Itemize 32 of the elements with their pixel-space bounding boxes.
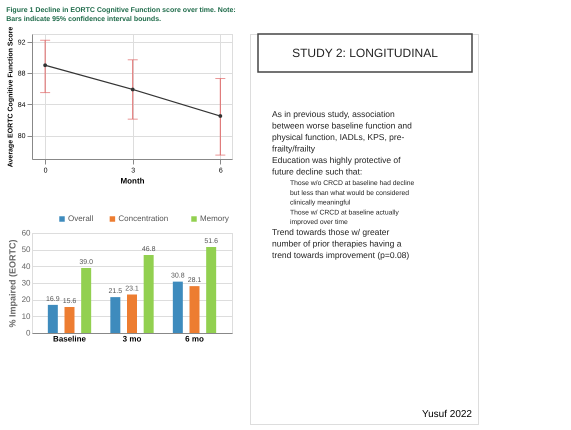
x-axis-title: Month — [120, 176, 145, 186]
bar — [81, 268, 92, 333]
text: Yusuf 2022 — [422, 409, 472, 420]
text: As in previous study, association between worse baseline function and physical function, IADLs, KPS, pre-frailty/frailty — [272, 109, 412, 154]
y-tick-label: 20 — [22, 295, 32, 304]
legend-label: Overall — [68, 214, 94, 223]
x-tick-label: 6 mo — [185, 334, 204, 344]
bar — [110, 297, 120, 333]
point — [130, 88, 135, 92]
bar — [206, 247, 216, 333]
bar — [172, 282, 183, 333]
bar — [127, 294, 137, 333]
point — [218, 114, 222, 118]
text: Education was highly protective of future decline such that: — [272, 155, 402, 176]
y-tick-label: 30 — [22, 278, 32, 288]
bar — [48, 304, 58, 333]
point — [43, 63, 48, 68]
bar — [144, 255, 154, 333]
y-tick-label: 50 — [22, 245, 32, 254]
y-tick-label: 0 — [26, 328, 32, 338]
x-tick-label: Baseline — [53, 334, 87, 344]
y-tick-label: 60 — [22, 228, 32, 238]
y-tick-label: 40 — [22, 262, 32, 271]
text: Trend towards those w/ greater number of prior therapies having a trend towards improvement (p=0.08) — [272, 227, 410, 260]
legend-label: Concentration — [118, 214, 168, 223]
y-tick-label: 10 — [22, 312, 32, 321]
legend-label: Memory — [200, 214, 229, 223]
bar — [64, 307, 74, 333]
bar — [190, 286, 200, 333]
y-axis-title: % Impaired (EORTC) — [8, 239, 18, 328]
text: STUDY 2: LONGITUDINAL — [292, 46, 438, 60]
x-tick-label: 3 mo — [122, 334, 142, 344]
